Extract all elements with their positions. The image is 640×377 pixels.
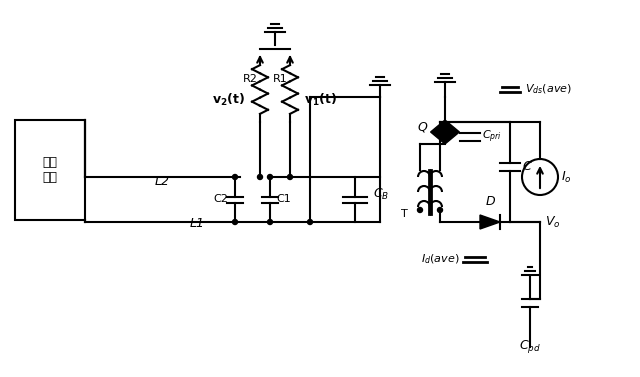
Text: $C_{pd}$: $C_{pd}$ xyxy=(519,338,541,355)
Text: T: T xyxy=(401,209,408,219)
Text: R2: R2 xyxy=(243,75,258,84)
Text: R1: R1 xyxy=(273,75,288,84)
Circle shape xyxy=(232,219,237,224)
Circle shape xyxy=(232,175,237,179)
Circle shape xyxy=(257,175,262,179)
Circle shape xyxy=(268,175,273,179)
Text: C1: C1 xyxy=(276,195,291,204)
Polygon shape xyxy=(445,120,460,144)
Circle shape xyxy=(287,175,292,179)
Text: $C_{pri}$: $C_{pri}$ xyxy=(482,129,502,145)
Text: D: D xyxy=(485,195,495,208)
Polygon shape xyxy=(431,120,445,144)
Text: L1: L1 xyxy=(190,217,205,230)
Text: $\mathbf{v_2(t)}$: $\mathbf{v_2(t)}$ xyxy=(212,92,245,107)
Text: Q: Q xyxy=(417,121,427,133)
Text: $\mathbf{v_1(t)}$: $\mathbf{v_1(t)}$ xyxy=(304,92,337,107)
Circle shape xyxy=(307,219,312,224)
Circle shape xyxy=(268,219,273,224)
Text: $I_d(ave)$: $I_d(ave)$ xyxy=(422,252,460,266)
Circle shape xyxy=(438,207,442,213)
Text: $C_B$: $C_B$ xyxy=(373,187,389,202)
Text: C: C xyxy=(522,161,531,173)
Text: $V_o$: $V_o$ xyxy=(545,215,561,230)
Circle shape xyxy=(522,159,558,195)
Bar xyxy=(15,120,85,220)
Text: L2: L2 xyxy=(155,175,170,188)
Text: $I_o$: $I_o$ xyxy=(561,169,572,185)
Text: C2: C2 xyxy=(214,195,228,204)
Text: 供电
电源: 供电 电源 xyxy=(42,156,58,184)
Polygon shape xyxy=(480,215,500,229)
Text: $V_{ds}(ave)$: $V_{ds}(ave)$ xyxy=(525,82,572,96)
Circle shape xyxy=(417,207,422,213)
